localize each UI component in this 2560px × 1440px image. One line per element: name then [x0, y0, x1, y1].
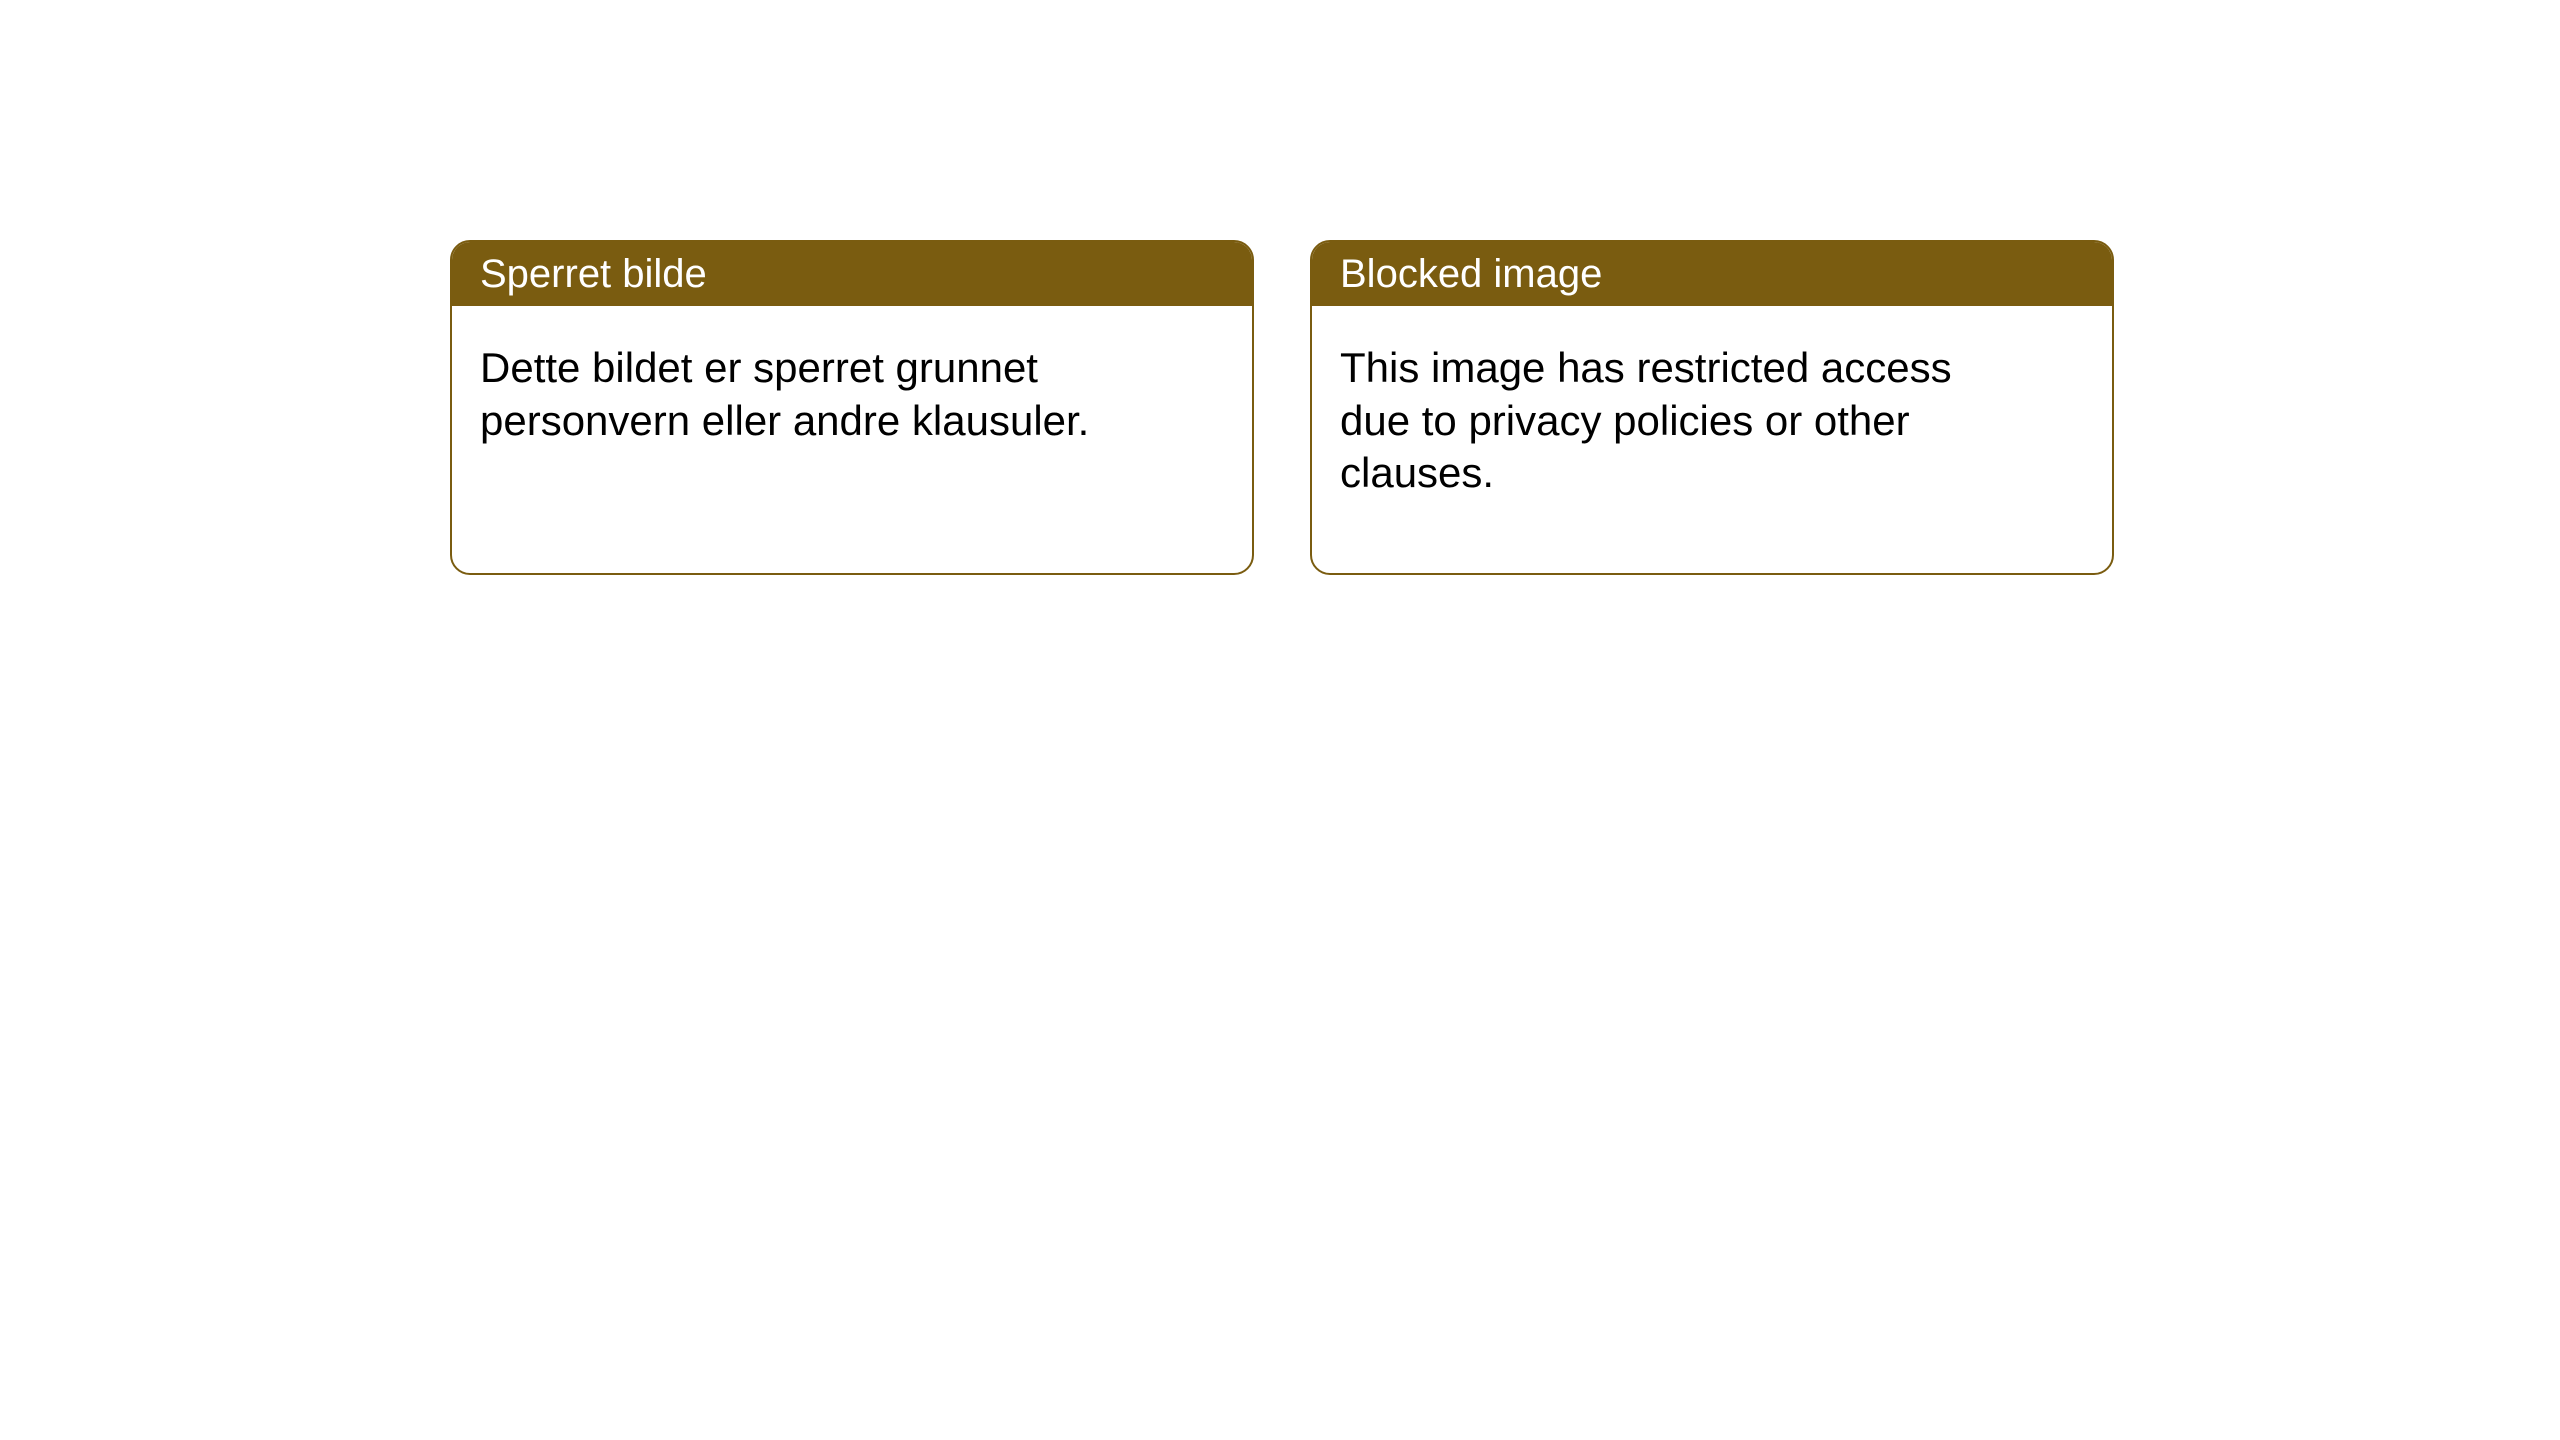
notice-title: Blocked image	[1340, 252, 1602, 296]
notice-body: Dette bildet er sperret grunnet personve…	[452, 306, 1152, 483]
notice-message: Dette bildet er sperret grunnet personve…	[480, 344, 1089, 444]
notice-message: This image has restricted access due to …	[1340, 344, 1952, 496]
notice-header: Blocked image	[1312, 242, 2112, 306]
notice-body: This image has restricted access due to …	[1312, 306, 2012, 536]
notice-title: Sperret bilde	[480, 252, 707, 296]
notice-container: Sperret bilde Dette bildet er sperret gr…	[0, 0, 2560, 575]
notice-card-norwegian: Sperret bilde Dette bildet er sperret gr…	[450, 240, 1254, 575]
notice-card-english: Blocked image This image has restricted …	[1310, 240, 2114, 575]
notice-header: Sperret bilde	[452, 242, 1252, 306]
